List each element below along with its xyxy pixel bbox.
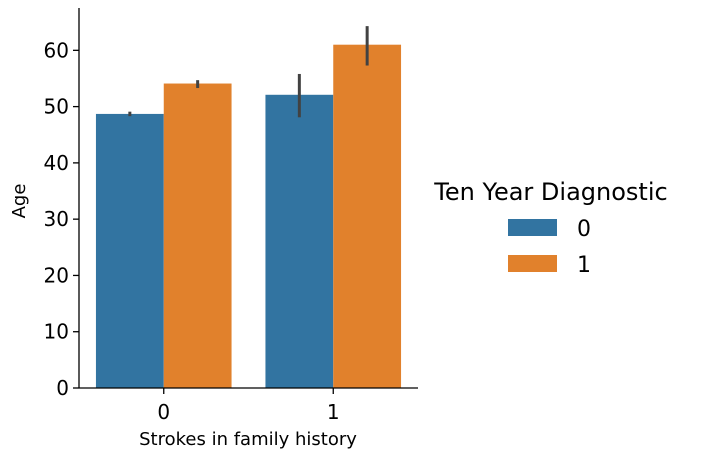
y-tick-label: 10 (44, 320, 69, 344)
y-tick-label: 40 (44, 151, 69, 175)
y-tick-label: 30 (44, 207, 69, 231)
error-bars-group (128, 26, 369, 118)
y-axis-title: Age (9, 184, 30, 219)
bar-cat1-series0 (265, 94, 334, 389)
bars-group (95, 44, 402, 389)
bar-cat0-series1 (163, 83, 232, 388)
bar-cat0-series0 (95, 113, 164, 388)
y-tick-label: 20 (44, 263, 69, 287)
legend-label: 0 (577, 217, 591, 242)
legend-swatch (508, 255, 557, 272)
legend: Ten Year Diagnostic 0 1 (433, 178, 667, 278)
y-axis-ticks: 0 10 20 30 40 50 60 (44, 38, 79, 400)
legend-label: 1 (577, 253, 591, 278)
x-tick-label: 0 (157, 400, 170, 424)
y-tick-label: 0 (56, 376, 69, 400)
x-tick-label: 1 (327, 400, 340, 424)
bar-cat1-series1 (333, 44, 402, 389)
legend-swatch (508, 219, 557, 236)
y-tick-label: 50 (44, 95, 69, 119)
x-axis-title: Strokes in family history (139, 429, 357, 450)
y-tick-label: 60 (44, 38, 69, 62)
legend-title: Ten Year Diagnostic (433, 178, 667, 206)
